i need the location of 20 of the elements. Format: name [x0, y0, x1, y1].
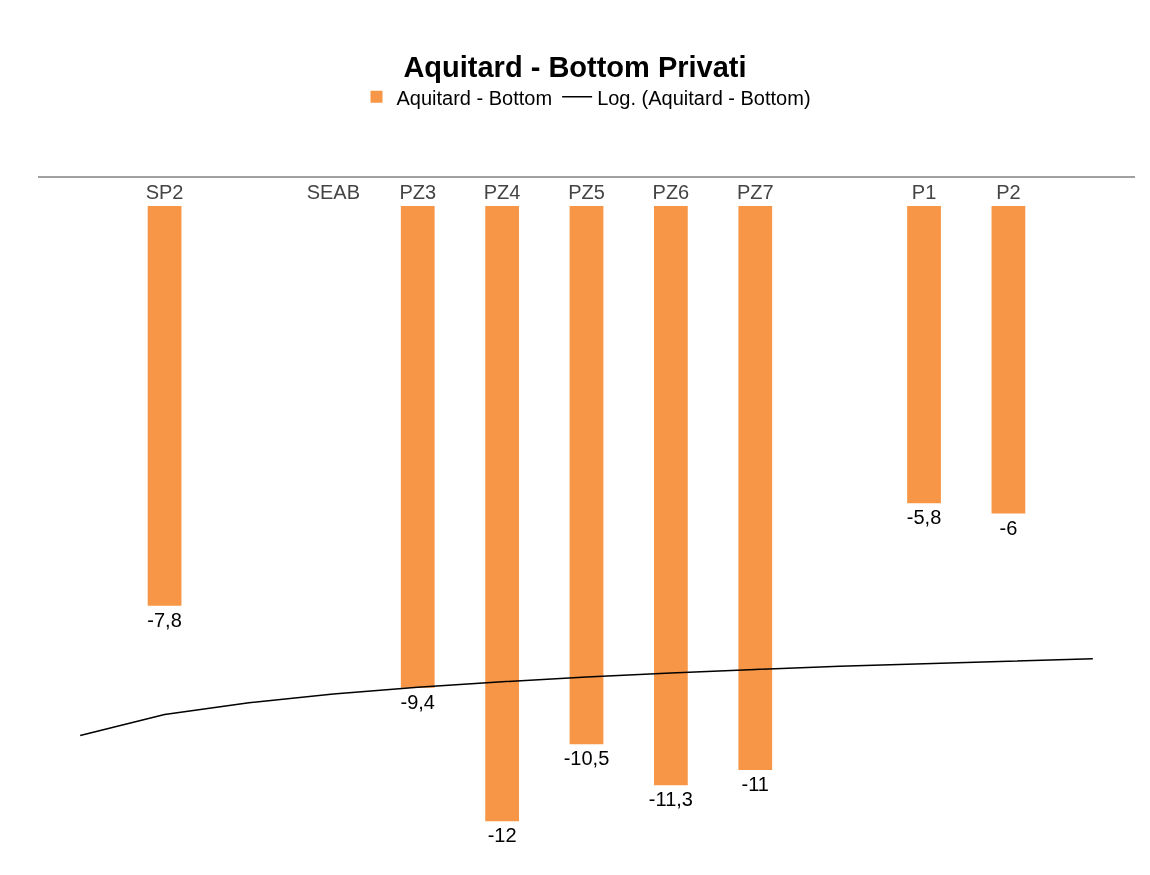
x-tick-label: PZ5: [568, 180, 605, 203]
x-tick-label: P1: [911, 180, 937, 203]
chart-title: Aquitard - Bottom Privati: [403, 51, 747, 84]
data-label: -6: [999, 516, 1018, 539]
x-tick-label: SEAB: [306, 180, 361, 203]
x-tick-label: PZ6: [652, 180, 690, 203]
data-label: -7,8: [147, 608, 182, 631]
data-label: -11,3: [648, 788, 693, 811]
data-label: -5,8: [906, 506, 942, 529]
data-label: -9,4: [400, 690, 435, 713]
legend-label: Aquitard - Bottom: [396, 86, 553, 109]
data-label: -10,5: [563, 747, 610, 770]
x-tick-label: PZ3: [399, 180, 437, 203]
legend-label: Log. (Aquitard - Bottom): [597, 86, 811, 109]
data-label: -12: [487, 824, 517, 847]
x-tick-label: SP2: [145, 180, 184, 203]
x-tick-label: P2: [996, 180, 1021, 203]
x-tick-label: PZ4: [483, 180, 521, 203]
data-label: -11: [741, 772, 769, 795]
x-tick-label: PZ7: [736, 180, 774, 203]
